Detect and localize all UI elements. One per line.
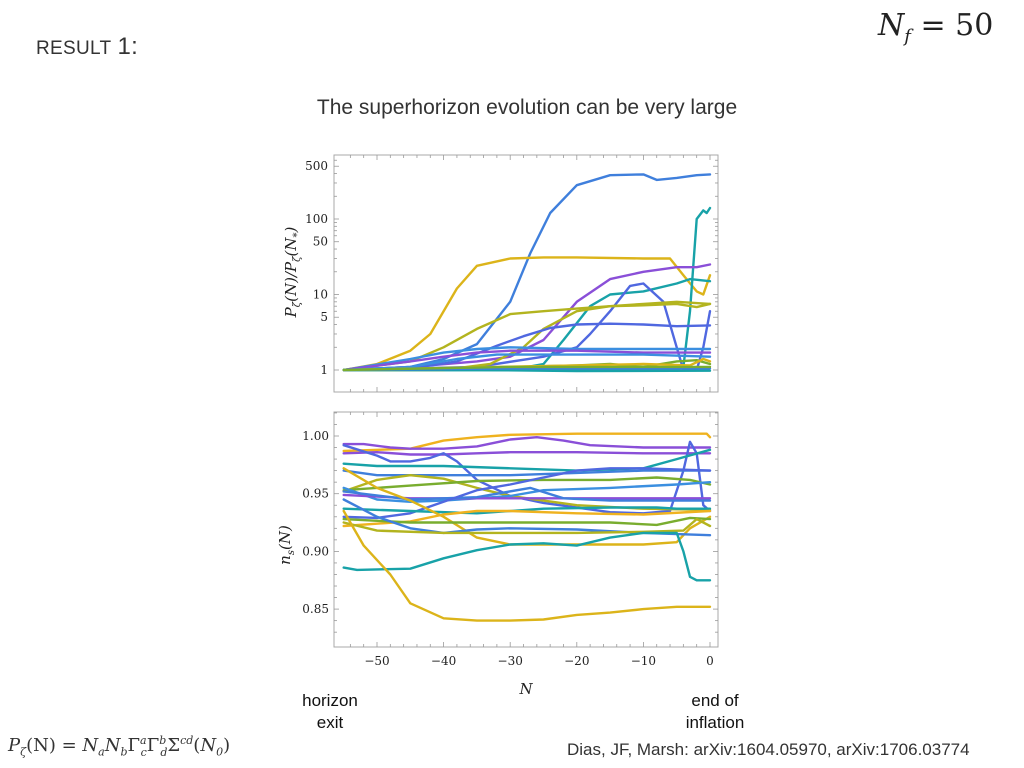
formula-lhs: P (8, 735, 21, 756)
bottom-series-green-925 (342, 516, 712, 527)
bottom-series-teal-937 (342, 506, 712, 515)
top-series-purple-rise (342, 263, 712, 372)
citation: Dias, JF, Marsh: arXiv:1604.05970, arXiv… (567, 740, 970, 759)
bottom-x-tick-label: −10 (631, 654, 656, 668)
bottom-series-orange-935 (342, 509, 712, 528)
nf-value: = 50 (920, 8, 994, 43)
bottom-plot-spectral-index: 0.850.900.951.00 −50 −40 −30 −20 −10 0 ns(N) … (276, 411, 719, 698)
result-heading: RESULT 1: (36, 33, 138, 61)
bottom-plot-y-axis-title: ns(N) (276, 525, 297, 565)
bottom-series-purple-top (342, 436, 712, 450)
power-spectrum-formula: Pζ(N) = NaNbΓacΓbdΣcd(N0) (8, 734, 230, 759)
top-y-tick-label: 500 (305, 159, 328, 173)
formula-lhs-arg: (N) = (26, 735, 83, 756)
top-series-sky-2 (342, 353, 712, 372)
result-heading-number: 1: (117, 33, 139, 60)
bottom-plot-ticks (334, 412, 718, 647)
bottom-plot-x-axis-title: N (518, 680, 533, 698)
bottom-plot-y-tick-labels: 0.85 0.90 0.95 1.00 (302, 429, 329, 616)
bottom-y-tick-label: 0.85 (302, 602, 329, 616)
bottom-series-orange-top (342, 432, 712, 453)
top-y-tick-label: 100 (305, 212, 328, 226)
top-series-green-flat (342, 365, 712, 372)
end-of-inflation-line-1: end of (691, 691, 739, 710)
end-of-inflation-line-2: inflation (685, 713, 745, 732)
bottom-x-tick-label: 0 (706, 654, 714, 668)
top-plot-frame (333, 154, 719, 393)
top-y-tick-label: 50 (313, 235, 328, 249)
top-series-sky-1 (342, 346, 712, 372)
top-series-blue-mid (342, 322, 712, 372)
top-plot-ticks (334, 155, 718, 392)
bottom-y-tick-label: 1.00 (302, 429, 329, 443)
top-y-tick-label: 5 (320, 310, 328, 324)
nf-equation: Nf = 50 (878, 8, 993, 47)
result-heading-word: RESULT (36, 38, 112, 59)
bottom-series-royal-rise (342, 467, 712, 520)
bottom-series-teal-low (342, 531, 712, 582)
bottom-series-blue-970 (342, 469, 712, 477)
bottom-series-royal-cross (342, 440, 712, 515)
bottom-x-tick-label: −40 (431, 654, 456, 668)
bottom-series-yellow-bottom (342, 509, 712, 622)
bottom-series-olive-917 (342, 517, 712, 535)
bottom-x-tick-label: −50 (364, 654, 389, 668)
bottom-y-tick-label: 0.95 (302, 487, 329, 501)
bottom-plot-x-tick-labels: −50 −40 −30 −20 −10 0 (364, 654, 713, 668)
top-series-purple-2 (342, 349, 712, 372)
top-plot-y-axis-title: Pζ(N)/Pζ(N*) (282, 226, 303, 318)
nf-subscript: f (904, 26, 911, 47)
top-series-olive-high (342, 302, 712, 372)
nf-symbol: N (878, 8, 905, 43)
bottom-series-green-960 (342, 476, 712, 492)
bottom-y-tick-label: 0.90 (302, 544, 329, 558)
top-plot-power-spectrum: 1 5 10 50 100 500 Pζ(N)/Pζ(N*) (282, 154, 719, 393)
top-plot-y-tick-labels: 1 5 10 50 100 500 (305, 159, 328, 377)
slide-subtitle: The superhorizon evolution can be very l… (316, 96, 738, 119)
bottom-x-tick-label: −30 (498, 654, 523, 668)
top-y-tick-label: 1 (320, 363, 328, 377)
bottom-series-teal-977 (342, 448, 712, 472)
top-y-tick-label: 10 (313, 288, 328, 302)
end-of-inflation-annotation: end of inflation (670, 690, 760, 734)
formula-rhs: NaNbΓacΓbdΣcd(N0) (82, 734, 231, 759)
horizon-exit-annotation: horizon exit (290, 690, 370, 734)
formula-lhs-subscript: ζ (20, 745, 27, 759)
horizon-exit-line-2: exit (316, 713, 344, 732)
bottom-x-tick-label: −20 (564, 654, 589, 668)
horizon-exit-line-1: horizon (302, 691, 358, 710)
bottom-series-purple-flat (342, 451, 712, 456)
top-plot-series (342, 173, 712, 373)
bottom-plot-series (342, 432, 712, 622)
